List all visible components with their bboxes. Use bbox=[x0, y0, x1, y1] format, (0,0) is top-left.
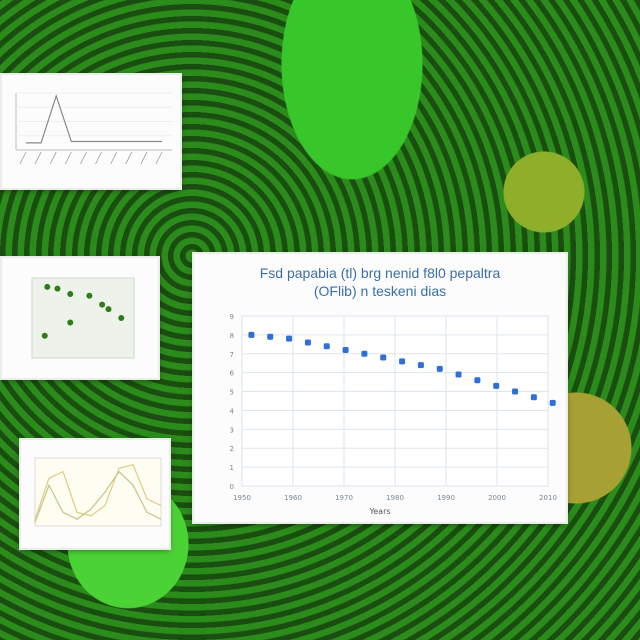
mini-tick-label bbox=[80, 151, 87, 165]
mini-curve-chart bbox=[34, 457, 162, 527]
main-data-point bbox=[361, 350, 368, 357]
main-data-point bbox=[399, 358, 406, 365]
mini-tick-label bbox=[19, 151, 27, 165]
main-scatter-chart: 0 1 2 3 4 5 6 7 8 9 1950 1960 1970 1980 1990 2000 2010 bbox=[230, 313, 557, 502]
mini-scatter-plot-area bbox=[31, 277, 135, 359]
mini-scatter-card bbox=[2, 258, 158, 378]
main-data-point bbox=[512, 388, 519, 395]
main-y-tick-label: 4 bbox=[230, 407, 235, 415]
mini-scatter-point bbox=[54, 285, 61, 292]
main-y-tick-label: 8 bbox=[230, 332, 234, 340]
mini-tick-label bbox=[140, 151, 148, 165]
mini-scatter-point bbox=[118, 315, 125, 321]
main-x-tick-label: 1960 bbox=[284, 494, 302, 502]
main-data-point bbox=[417, 362, 424, 369]
main-y-tick-label: 0 bbox=[230, 483, 234, 491]
main-x-tick-label: 1950 bbox=[233, 494, 251, 502]
main-data-point bbox=[493, 382, 500, 389]
main-data-point bbox=[455, 371, 462, 378]
mini-curve-series bbox=[34, 464, 162, 520]
main-y-tick-label: 3 bbox=[230, 426, 234, 434]
mini-tick-label bbox=[155, 151, 163, 165]
main-x-tick-label: 1980 bbox=[386, 494, 404, 502]
mini-scatter-point bbox=[44, 283, 51, 290]
mini-tick-label bbox=[34, 151, 42, 165]
main-data-point bbox=[474, 377, 481, 384]
main-y-tick-label: 6 bbox=[230, 370, 235, 378]
mini-scatter-chart bbox=[31, 277, 135, 359]
mini-scatter-point bbox=[105, 306, 112, 313]
mini-tick-label bbox=[64, 151, 72, 165]
main-data-point bbox=[248, 331, 255, 338]
mini-tick-label bbox=[125, 151, 133, 165]
main-y-tick-label: 7 bbox=[230, 351, 234, 359]
mini-line-chart-card bbox=[2, 75, 180, 188]
main-data-point bbox=[530, 394, 537, 401]
mini-scatter-point bbox=[86, 292, 93, 299]
main-x-tick-label: 1970 bbox=[335, 494, 353, 502]
main-x-tick-label: 2000 bbox=[488, 494, 506, 502]
main-chart-card: Fsd papabia (tl) brg nenid f8l0 pepaltra… bbox=[194, 254, 566, 522]
main-data-point bbox=[342, 347, 349, 353]
mini-scatter-point bbox=[67, 319, 74, 326]
main-x-tick-label: 1990 bbox=[437, 494, 455, 502]
mini-line-chart bbox=[15, 92, 172, 165]
main-data-point bbox=[549, 399, 556, 406]
main-x-tick-label: 2010 bbox=[539, 494, 557, 502]
main-chart-title: Fsd papabia (tl) brg nenid f8l0 pepaltra… bbox=[259, 265, 501, 299]
main-data-point bbox=[380, 354, 387, 361]
main-data-point bbox=[304, 339, 311, 346]
main-data-point bbox=[323, 343, 330, 350]
main-chart-xlabel: Years bbox=[369, 507, 391, 516]
mini-curve-card bbox=[21, 440, 169, 548]
mini-scatter-point bbox=[99, 301, 106, 308]
main-data-point bbox=[267, 333, 274, 340]
mini-curve-plot-area bbox=[34, 457, 162, 527]
main-data-point bbox=[436, 365, 443, 372]
mini-tick-label bbox=[110, 151, 118, 165]
main-y-tick-label: 5 bbox=[230, 389, 234, 397]
mini-curve-series bbox=[34, 470, 162, 523]
main-y-tick-label: 1 bbox=[230, 464, 234, 472]
mini-scatter-point bbox=[41, 332, 48, 339]
mini-scatter-point bbox=[67, 291, 74, 297]
mini-tick-label bbox=[49, 151, 57, 165]
mini-tick-label bbox=[95, 151, 102, 165]
main-y-tick-label: 9 bbox=[230, 313, 234, 321]
mini-line-series bbox=[26, 93, 162, 144]
main-data-point bbox=[286, 335, 293, 342]
main-y-tick-label: 2 bbox=[230, 445, 234, 453]
